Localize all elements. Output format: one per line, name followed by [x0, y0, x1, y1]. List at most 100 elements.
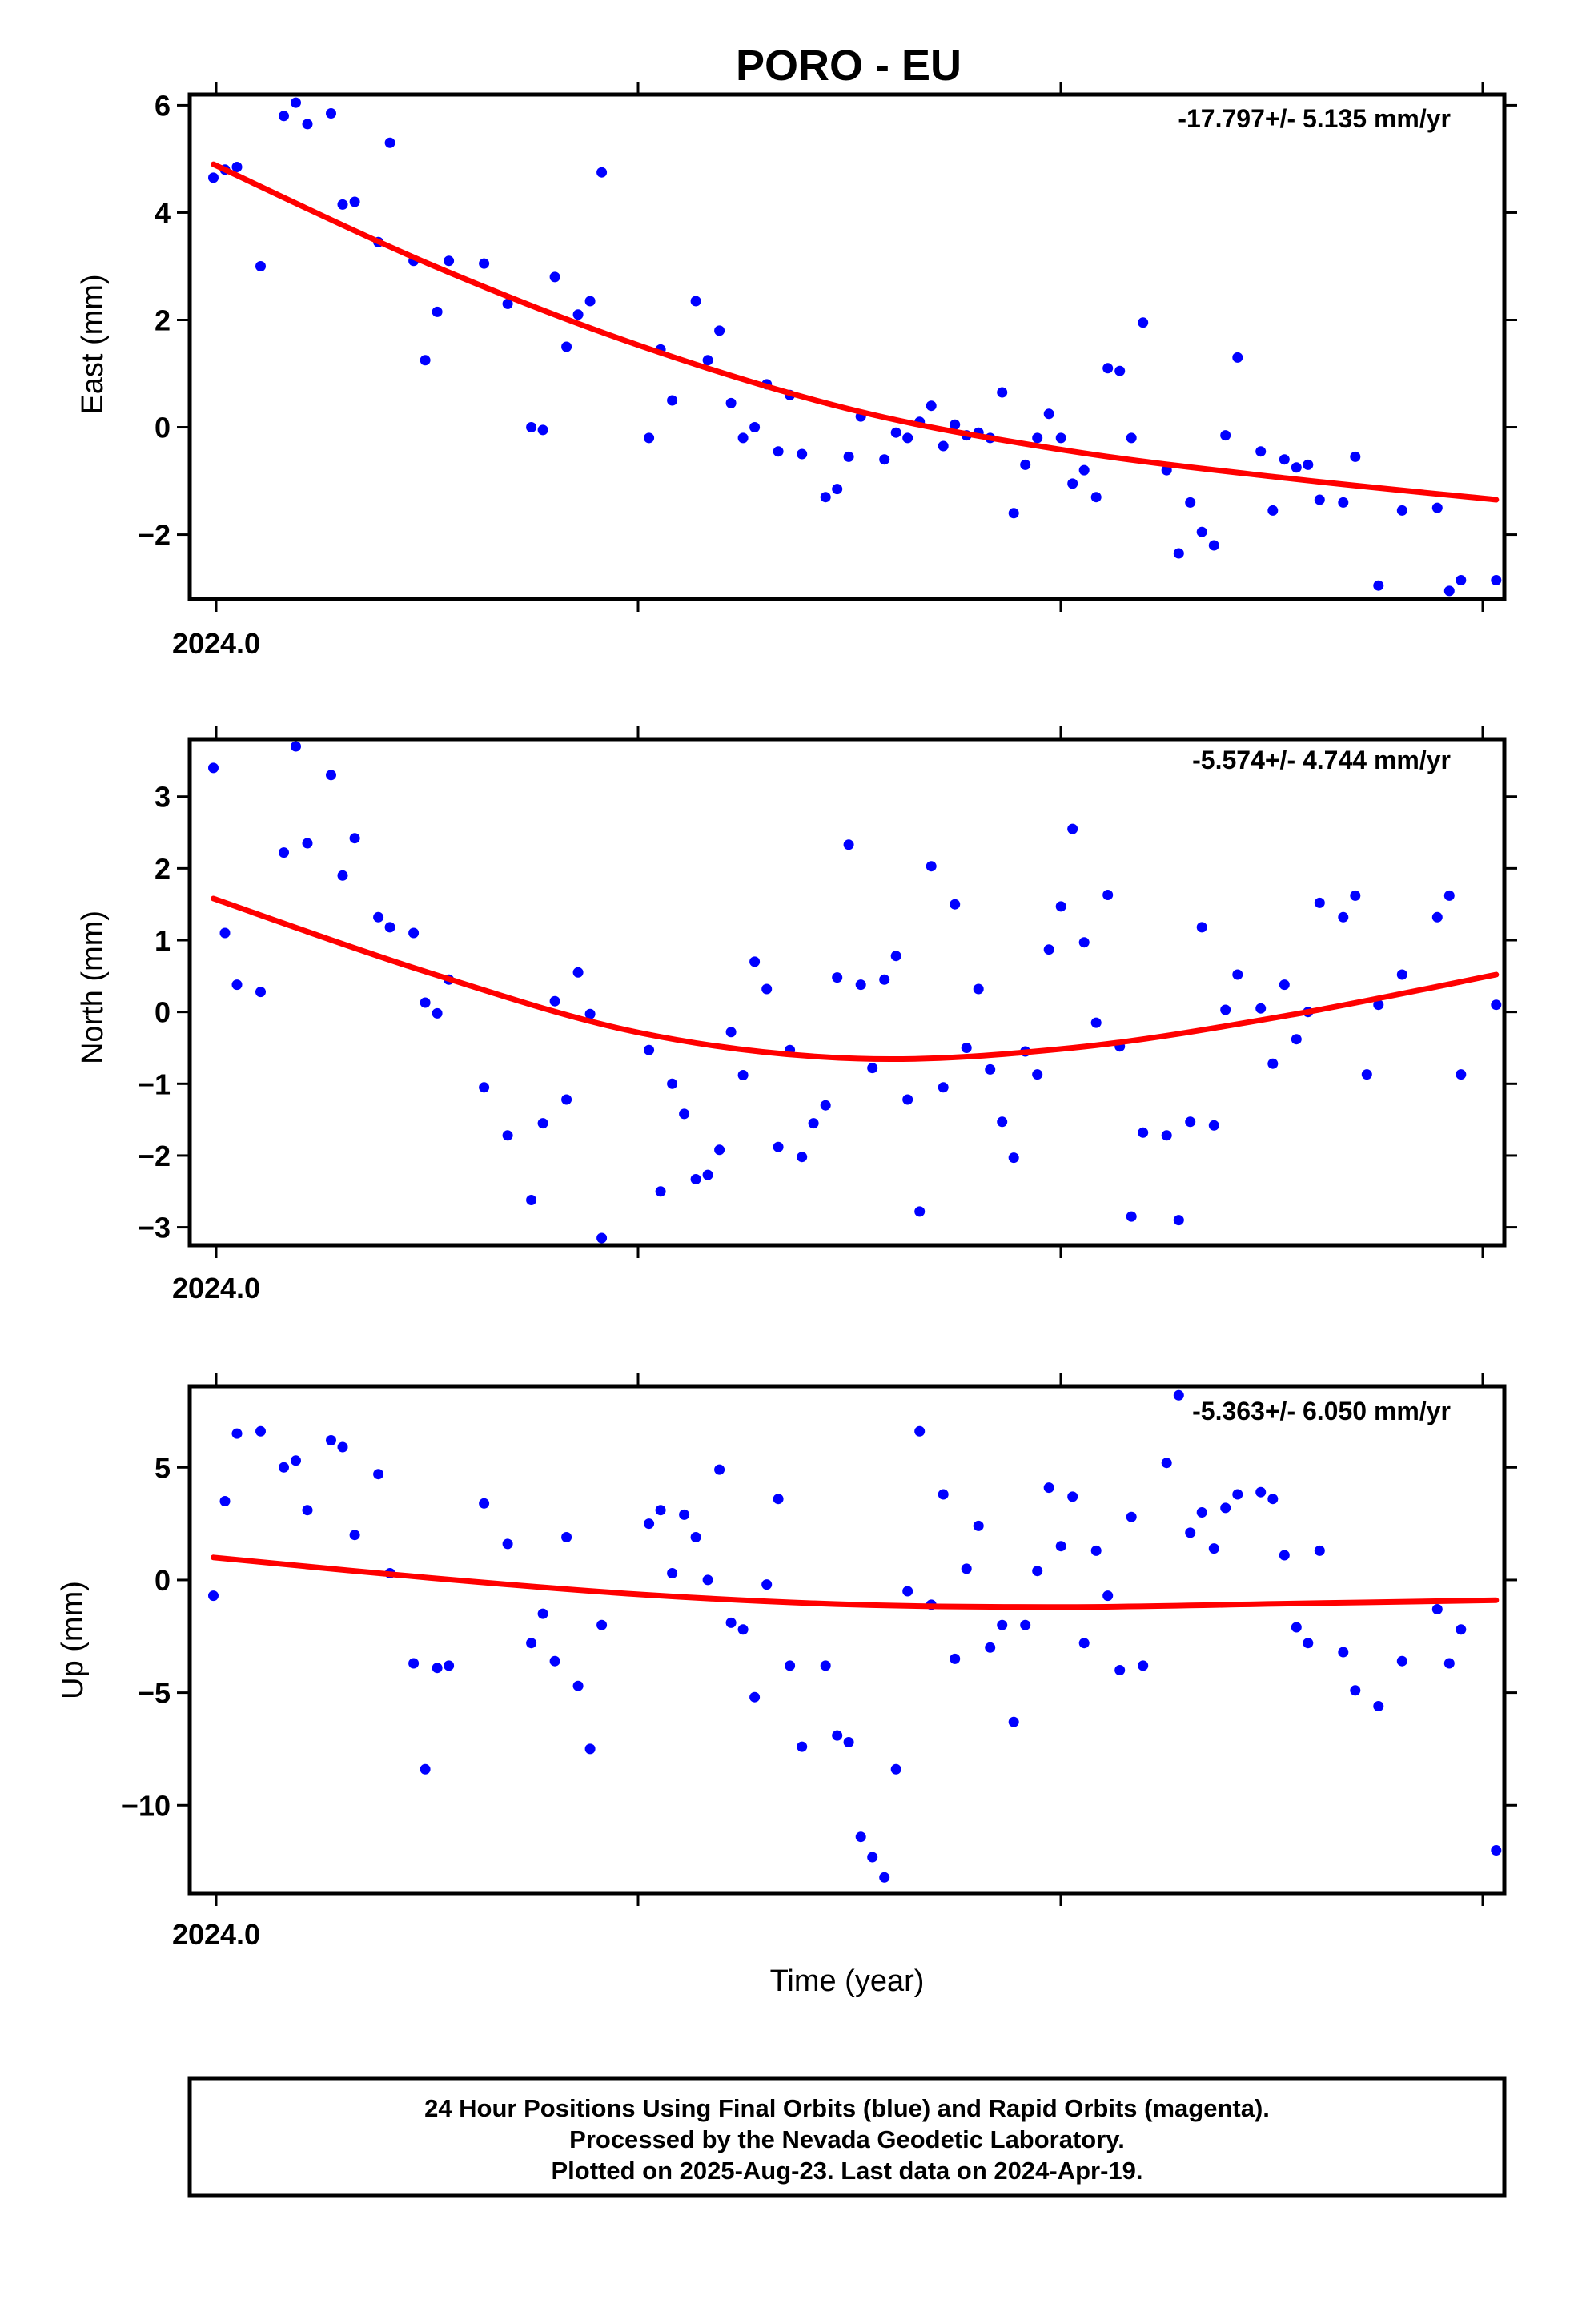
data-point: [572, 309, 584, 320]
east-panel: East (mm) -17.797+/- 5.135 mm/yr 2024.0 …: [76, 82, 1517, 660]
data-point: [773, 1141, 784, 1152]
data-point: [1350, 1685, 1361, 1696]
y-tick-label: 5: [155, 1451, 171, 1484]
data-point: [1138, 317, 1149, 328]
data-point: [1291, 1034, 1302, 1045]
data-point: [1255, 446, 1267, 457]
data-point: [337, 1441, 348, 1453]
data-point: [667, 395, 678, 406]
data-point: [1361, 1069, 1372, 1080]
data-point: [1456, 575, 1467, 585]
data-point: [1032, 1069, 1043, 1080]
data-point: [408, 927, 420, 939]
data-point: [373, 911, 384, 923]
data-point: [938, 1489, 949, 1500]
data-point: [1314, 897, 1325, 908]
footer-box: 24 Hour Positions Using Final Orbits (bl…: [187, 2076, 1507, 2198]
data-point: [349, 1530, 360, 1541]
data-point: [1443, 890, 1455, 901]
fit-line: [211, 161, 1500, 503]
y-tick-label: −1: [138, 1068, 171, 1100]
data-point: [879, 454, 890, 465]
data-point: [644, 1518, 655, 1530]
data-point: [420, 997, 431, 1008]
data-point: [1456, 1069, 1467, 1080]
data-point: [1220, 430, 1231, 441]
data-point: [879, 974, 890, 985]
data-point: [773, 446, 784, 457]
data-point: [714, 1144, 725, 1156]
footer-line-2: Processed by the Nevada Geodetic Laborat…: [569, 2125, 1125, 2153]
data-point: [384, 137, 396, 148]
data-point: [302, 838, 313, 849]
data-point: [644, 1044, 655, 1055]
data-point: [408, 1658, 420, 1669]
data-point: [208, 172, 219, 183]
y-tick-label: 1: [155, 924, 171, 957]
data-point: [384, 922, 396, 933]
data-point: [1373, 580, 1384, 591]
data-point: [1291, 462, 1302, 473]
data-point: [572, 967, 584, 978]
data-point: [890, 1763, 901, 1775]
data-point: [502, 1130, 513, 1141]
data-point: [1255, 1003, 1267, 1014]
y-axis-label: North (mm): [76, 911, 110, 1064]
data-point: [255, 1425, 266, 1437]
data-point: [349, 833, 360, 844]
data-point: [1373, 1701, 1384, 1711]
data-point: [1491, 1845, 1502, 1856]
data-point: [761, 1579, 773, 1590]
rate-label: -17.797+/- 5.135 mm/yr: [1178, 104, 1451, 133]
up-panel: Up (mm) -5.363+/- 6.050 mm/yr 2024.0 Tim…: [56, 1373, 1517, 1998]
data-point: [537, 1608, 548, 1619]
data-point: [432, 306, 443, 317]
data-point: [1067, 1491, 1078, 1502]
data-point: [961, 1563, 972, 1574]
data-point: [1279, 454, 1290, 465]
data-point: [1138, 1660, 1149, 1671]
data-point: [596, 1232, 608, 1244]
x-tick-label: 2024.0: [172, 1272, 260, 1305]
data-point: [1008, 508, 1019, 519]
data-point: [797, 1741, 808, 1752]
data-point: [1232, 969, 1243, 980]
data-point: [843, 1737, 854, 1747]
data-point: [1208, 1120, 1219, 1131]
data-point: [902, 432, 913, 444]
data-point: [737, 1070, 749, 1080]
data-point: [867, 1063, 878, 1074]
data-point: [690, 1532, 701, 1542]
data-point: [1443, 1658, 1455, 1669]
data-point: [879, 1872, 890, 1883]
data-point: [279, 1462, 289, 1473]
data-point: [219, 1496, 231, 1506]
data-point: [667, 1568, 678, 1578]
data-point: [549, 271, 560, 283]
data-point: [1043, 408, 1054, 420]
data-point: [725, 397, 737, 408]
data-point: [1267, 1058, 1279, 1069]
data-point: [926, 400, 937, 412]
data-layer: [208, 741, 1502, 1244]
data-point: [1396, 1655, 1407, 1667]
data-point: [1008, 1152, 1019, 1164]
data-point: [667, 1078, 678, 1089]
data-point: [1126, 1511, 1137, 1522]
data-point: [1020, 1619, 1031, 1630]
data-point: [679, 1509, 690, 1520]
data-point: [997, 387, 1008, 398]
data-point: [255, 261, 266, 271]
data-point: [349, 196, 360, 207]
data-point: [761, 983, 773, 995]
data-point: [1067, 478, 1078, 489]
fit-line: [211, 1554, 1500, 1610]
data-point: [526, 1195, 537, 1205]
data-point: [1314, 494, 1325, 505]
data-point: [231, 979, 243, 991]
data-point: [420, 1763, 431, 1775]
data-point: [302, 1505, 313, 1516]
data-point: [549, 995, 560, 1007]
data-point: [1102, 1590, 1114, 1602]
data-point: [1208, 1543, 1219, 1554]
